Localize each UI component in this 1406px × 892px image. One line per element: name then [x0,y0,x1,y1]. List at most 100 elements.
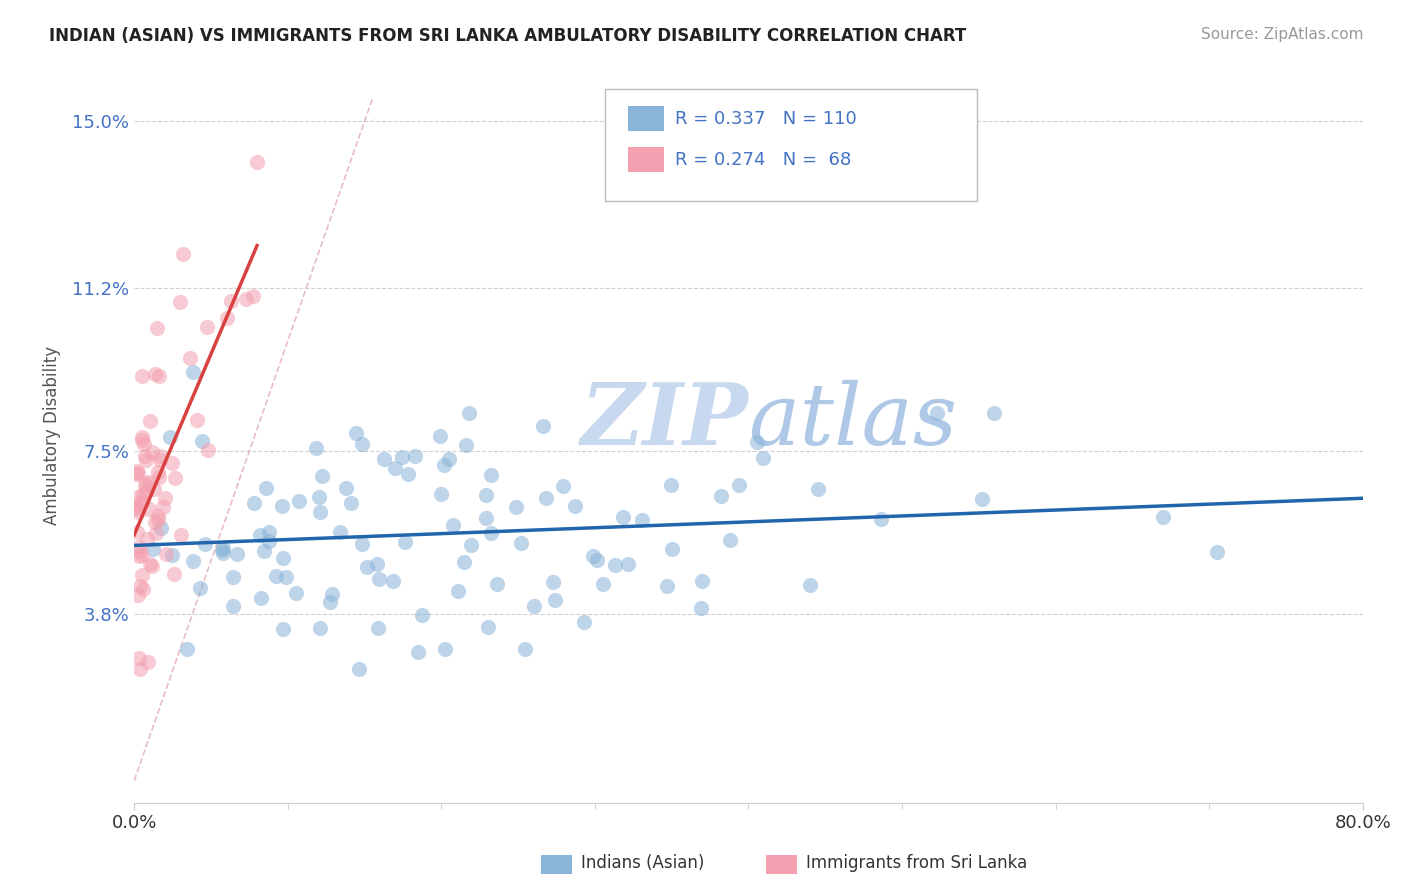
Point [250,591,273,605]
Point [135,452,157,467]
Point [288,494,311,508]
Point [128,540,150,554]
Point [453,555,475,569]
Point [159,430,181,444]
Point [807,483,830,497]
Point [172,247,194,261]
Point [212,546,235,560]
Point [396,467,419,482]
Point [222,570,245,584]
Point [148,470,170,484]
Point [572,615,595,629]
Point [617,558,640,572]
Point [271,551,294,566]
Point [169,294,191,309]
Point [309,621,332,635]
Point [125,502,148,516]
Point [131,548,153,562]
Point [141,541,163,556]
Point [304,441,326,455]
Point [271,622,294,636]
Point [870,512,893,526]
Point [127,588,149,602]
Point [592,576,614,591]
Point [382,574,405,588]
Point [138,475,160,490]
Point [441,518,464,533]
Point [747,435,769,450]
Text: atlas: atlas [748,379,957,462]
Point [131,429,153,443]
Point [430,487,453,501]
Point [586,553,609,567]
Y-axis label: Ambulatory Disability: Ambulatory Disability [44,346,60,525]
Point [373,452,395,467]
Point [194,537,217,551]
Point [534,491,557,505]
Point [249,528,271,542]
Point [141,445,163,459]
Point [212,541,235,556]
Point [366,557,388,571]
Point [125,525,148,540]
Point [138,502,160,516]
Point [612,510,634,524]
Point [475,488,498,502]
Point [146,466,169,480]
Point [564,500,586,514]
Point [135,533,157,547]
Point [131,433,153,447]
Point [215,310,238,325]
Point [513,641,536,656]
Point [138,557,160,571]
Point [243,496,266,510]
Point [718,533,741,548]
Point [429,429,451,443]
Point [276,570,298,584]
Point [270,499,292,513]
Text: ZIP: ZIP [581,379,748,463]
Point [148,369,170,384]
Point [135,476,157,491]
Point [285,586,308,600]
Point [477,620,499,634]
Point [541,574,564,589]
Point [329,525,352,540]
Point [143,515,166,529]
Point [344,426,367,441]
Point [434,642,457,657]
Point [153,491,176,505]
Point [391,450,413,464]
Point [659,478,682,492]
Point [186,413,208,427]
Point [356,560,378,574]
Point [710,489,733,503]
Point [352,537,374,551]
Point [631,513,654,527]
Point [149,449,172,463]
Point [128,651,150,665]
Point [127,491,149,505]
Point [485,577,508,591]
Point [226,547,249,561]
Point [582,549,605,563]
Point [308,490,330,504]
Point [479,525,502,540]
Point [340,496,363,510]
Point [347,662,370,676]
Text: R = 0.337   N = 110: R = 0.337 N = 110 [675,110,856,128]
Point [752,451,775,466]
Point [125,500,148,514]
Point [235,292,257,306]
Point [475,510,498,524]
Point [188,581,211,595]
Point [131,368,153,383]
Point [456,438,478,452]
Point [190,434,212,448]
Point [319,594,342,608]
Point [150,521,173,535]
Point [254,481,277,495]
Point [129,578,152,592]
Point [523,599,546,613]
Point [145,320,167,334]
